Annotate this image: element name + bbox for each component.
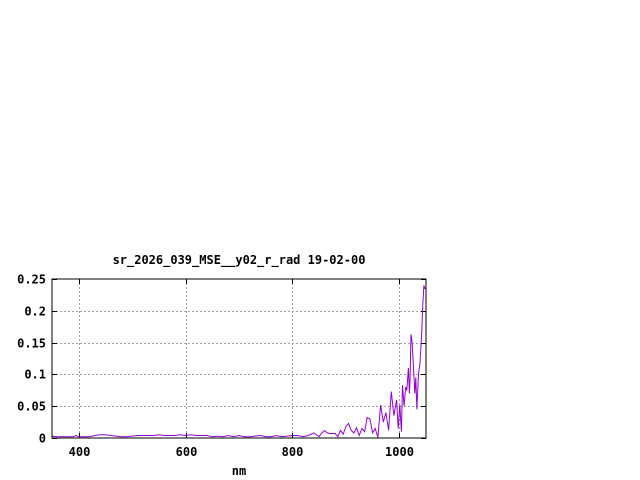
x-tick-label: 400: [69, 445, 91, 459]
grid: [52, 279, 426, 438]
y-tick-label: 0.05: [17, 400, 46, 414]
x-tick-label: 800: [282, 445, 304, 459]
y-tick-label: 0.15: [17, 337, 46, 351]
y-tick-label: 0.1: [24, 368, 46, 382]
chart-title: sr_2026_039_MSE__y02_r_rad 19-02-00: [113, 253, 366, 268]
y-tick-label: 0.2: [24, 305, 46, 319]
series-line: [51, 285, 426, 438]
x-axis-label: nm: [232, 464, 246, 478]
x-tick-label: 1000: [385, 445, 414, 459]
plot-frame: [51, 278, 427, 439]
x-tick-label: 600: [176, 445, 198, 459]
axis-ticks: 400 600 800 1000 0 0.05 0.1 0.15 0.2 0.25: [17, 273, 426, 459]
y-tick-label: 0: [39, 432, 46, 446]
y-tick-label: 0.25: [17, 273, 46, 287]
